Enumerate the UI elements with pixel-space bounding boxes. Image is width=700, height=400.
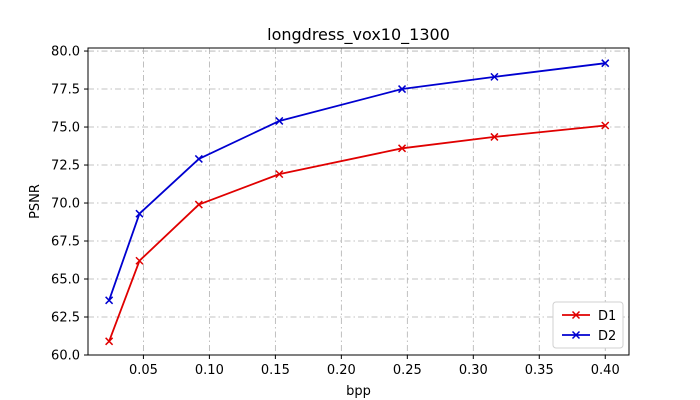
- data-point-d2: [601, 59, 610, 68]
- data-point-d1: [275, 170, 284, 179]
- data-point-d2: [135, 209, 144, 218]
- x-tick-label: 0.35: [525, 363, 554, 378]
- x-tick-label: 0.40: [591, 363, 620, 378]
- y-tick-label: 75.0: [51, 121, 80, 136]
- x-tick-label: 0.05: [129, 363, 158, 378]
- legend: D1 D2: [552, 301, 624, 349]
- legend-marker-d2: [571, 330, 581, 340]
- y-tick-label: 60.0: [51, 349, 80, 364]
- legend-label-d2: D2: [598, 329, 616, 344]
- y-tick-label: 77.5: [51, 83, 80, 98]
- legend-box: [552, 301, 624, 349]
- x-axis-label: bpp: [346, 384, 371, 399]
- data-point-d1: [105, 337, 114, 346]
- y-axis-label: PSNR: [28, 184, 43, 219]
- data-point-d1: [398, 144, 407, 153]
- y-tick-label: 62.5: [51, 311, 80, 326]
- plot-frame: [87, 47, 630, 356]
- data-point-d2: [275, 116, 284, 125]
- data-point-d1: [601, 121, 610, 130]
- series-line-d2: [108, 62, 606, 301]
- chart-title: longdress_vox10_1300: [267, 25, 450, 45]
- y-tick-label: 70.0: [51, 197, 80, 212]
- y-tick-label: 72.5: [51, 159, 80, 174]
- grid: [88, 48, 629, 356]
- legend-label-d1: D1: [598, 309, 616, 324]
- legend-marker-d1: [571, 310, 581, 320]
- series-layer: [105, 59, 610, 346]
- data-point-d1: [194, 200, 203, 209]
- y-tick-label: 67.5: [51, 235, 80, 250]
- x-tick-label: 0.25: [393, 363, 422, 378]
- x-tick-label: 0.30: [459, 363, 488, 378]
- series-line-d1: [108, 124, 606, 342]
- x-tick-label: 0.15: [261, 363, 290, 378]
- y-tick-label: 65.0: [51, 273, 80, 288]
- data-point-d2: [490, 72, 499, 81]
- data-point-d1: [490, 132, 499, 141]
- data-point-d2: [105, 296, 114, 305]
- axis-ticks: 0.05 0.10 0.15 0.20 0.25 0.30 0.35 0.40 60.0 62.5…: [51, 45, 620, 378]
- y-tick-label: 80.0: [51, 45, 80, 60]
- data-point-d1: [135, 256, 144, 265]
- data-point-d2: [194, 154, 203, 163]
- x-tick-label: 0.20: [327, 363, 356, 378]
- data-point-d2: [398, 85, 407, 94]
- x-tick-label: 0.10: [195, 363, 224, 378]
